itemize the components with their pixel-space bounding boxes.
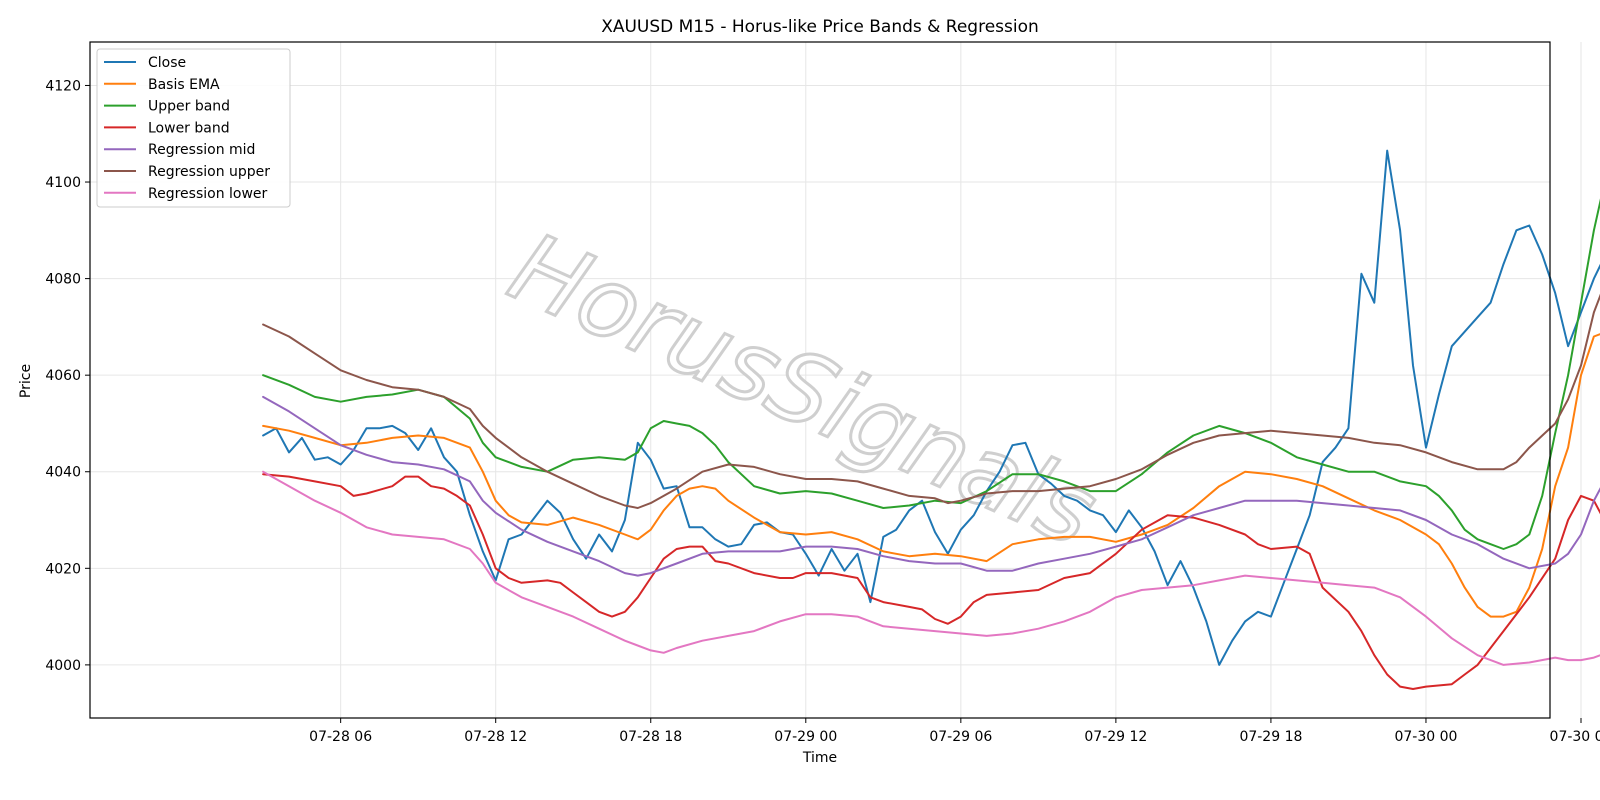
y-axis-label: Price [18,364,34,398]
y-tick-label: 4000 [45,658,81,674]
grid [90,42,1582,718]
series-line-lower-band [262,473,1600,690]
legend-label-lower-band: Lower band [148,120,230,136]
x-tick-label: 07-28 06 [309,729,372,745]
legend-label-regression-lower: Regression lower [148,186,268,202]
series-line-basis-ema [262,333,1600,618]
x-tick-label: 07-28 12 [464,729,527,745]
x-tick-label: 07-29 18 [1239,729,1302,745]
series-line-regression-lower [262,470,1600,666]
plot-frame [89,41,1551,719]
x-ticks: 07-28 06 07-28 12 07-28 18 07-29 00 07-29 06… [309,718,1600,745]
series-line-upper-band [262,198,1600,550]
legend-label-regression-mid: Regression mid [148,142,255,158]
y-tick-label: 4100 [45,175,81,191]
legend-label-upper-band: Upper band [148,99,230,115]
series-line-regression-upper [262,293,1600,509]
x-tick-label: 07-28 18 [619,729,682,745]
series-lines [262,149,1600,690]
y-tick-label: 4060 [45,368,81,384]
legend-label-close: Close [148,55,186,71]
x-tick-label: 07-30 06 [1550,729,1600,745]
legend-box [96,48,291,208]
series-line-regression-mid [262,395,1600,577]
legend-label-basis-ema: Basis EMA [148,77,220,93]
y-tick-label: 4120 [45,78,81,94]
y-tick-label: 4020 [45,561,81,577]
legend: Close Basis EMA Upper band Lower band Regres… [96,48,291,208]
x-tick-label: 07-29 06 [929,729,992,745]
series-line-close [262,149,1600,666]
x-tick-label: 07-29 12 [1084,729,1147,745]
legend-label-regression-upper: Regression upper [148,164,270,180]
x-tick-label: 07-29 00 [774,729,837,745]
y-ticks: 4000 4020 4040 4060 4080 4100 4120 [45,78,90,674]
chart-title: XAUUSD M15 - Horus-like Price Bands & Re… [601,17,1039,37]
x-axis-label: Time [802,750,837,766]
y-tick-label: 4040 [45,465,81,481]
x-tick-label: 07-30 00 [1394,729,1457,745]
y-tick-label: 4080 [45,272,81,288]
